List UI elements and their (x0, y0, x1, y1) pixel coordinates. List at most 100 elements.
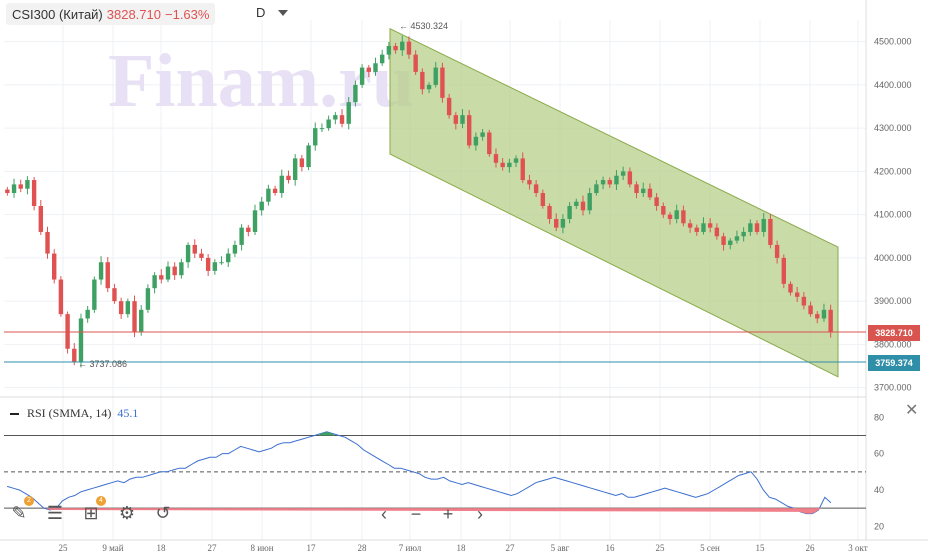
candle-body (487, 132, 492, 155)
interval-select[interactable]: D (256, 5, 266, 20)
x-tick-label: 7 июл (399, 543, 422, 553)
candle-body (674, 210, 679, 219)
chart-navigation: ‹ − + › (374, 502, 490, 526)
candle-body (359, 67, 365, 85)
y-tick-label: 4100.000 (874, 210, 912, 220)
candle-body (801, 296, 807, 306)
candle-body (500, 162, 505, 168)
y-tick-label: 3900.000 (874, 296, 912, 306)
zoom-out-icon[interactable]: − (410, 503, 422, 524)
candle-body (112, 288, 117, 302)
x-tick-label: 18 (157, 543, 167, 553)
candle-body (25, 180, 30, 189)
list-icon[interactable]: ☰ (46, 502, 64, 523)
candle-body (313, 128, 318, 146)
candle-body (460, 115, 465, 124)
rsi-value: 45.1 (117, 406, 139, 420)
candle-body (132, 301, 137, 332)
candle-body (821, 309, 827, 319)
candle-body (473, 136, 479, 146)
settings-icon[interactable]: ⚙ (118, 502, 136, 523)
candle-body (580, 201, 586, 211)
candle-body (560, 218, 566, 228)
candle-body (400, 41, 405, 51)
candle-body (794, 292, 800, 297)
close-icon[interactable]: ✕ (905, 402, 919, 419)
prev-icon[interactable]: ‹ (381, 503, 387, 524)
rsi-overbought-fill (318, 431, 335, 436)
candle-body (192, 244, 197, 254)
candle-body (246, 227, 251, 232)
candle-body (159, 275, 164, 280)
next-icon[interactable]: › (477, 503, 483, 524)
candle-body (11, 184, 17, 194)
rsi-oversold-fill (46, 508, 822, 514)
rsi-legend[interactable]: RSI (SMMA, 14) 45.1 (10, 406, 138, 421)
chart-legend[interactable]: CSI300 (Китай) 3828.710 −1.63% (6, 3, 216, 25)
candle-body (620, 171, 626, 176)
candle-body (366, 67, 371, 72)
candle-body (199, 253, 204, 258)
rsi-line (6, 431, 832, 515)
candle-body (406, 41, 412, 55)
y-tick-label: 4400.000 (874, 80, 912, 90)
candle-body (600, 180, 606, 185)
candle-body (654, 197, 659, 206)
candle-body (165, 266, 171, 280)
candle-body (426, 84, 432, 90)
candle-body (788, 283, 793, 293)
candle-body (513, 158, 519, 163)
undo-icon[interactable]: ↺ (155, 502, 171, 523)
chevron-down-icon[interactable] (278, 10, 288, 16)
x-tick-label: 27 (208, 543, 218, 553)
candle-body (118, 301, 124, 315)
candle-body (185, 244, 191, 263)
candle-body (574, 201, 579, 206)
pencil-icon[interactable]: ✎ 2 (8, 496, 34, 524)
candle-body (252, 210, 258, 232)
candle-body (219, 262, 224, 264)
symbol-name: CSI300 (Китай) (12, 6, 103, 22)
candle-body (393, 45, 398, 51)
trend-channel (389, 27, 839, 378)
candle-body (748, 223, 753, 232)
drawing-badge: 2 (24, 496, 34, 506)
candle-body (567, 206, 572, 219)
candle-body (641, 188, 646, 194)
candle-body (92, 279, 97, 310)
candle-body (105, 262, 110, 289)
x-tick-label: 18 (457, 543, 467, 553)
candle-body (554, 218, 559, 228)
candle-body (232, 244, 238, 254)
x-tick-label: 8 июн (250, 543, 273, 553)
candle-body (65, 314, 70, 349)
candle-body (533, 184, 539, 194)
candle-body (339, 115, 345, 124)
candle-body (45, 231, 50, 254)
x-tick-label: 5 авг (551, 543, 570, 553)
candle-body (594, 184, 599, 194)
candle-body (446, 97, 452, 116)
candle-body (614, 175, 619, 185)
level-price-label: 3759.374 (868, 355, 920, 371)
candle-body (433, 67, 438, 85)
candle-body (346, 102, 351, 124)
x-tick-label: 16 (606, 543, 616, 553)
candle-body (808, 305, 813, 315)
candle-body (379, 54, 385, 64)
y-tick-label: 4300.000 (874, 123, 912, 133)
add-icon[interactable]: ⊞ 4 (80, 496, 106, 524)
zoom-in-icon[interactable]: + (442, 503, 454, 524)
low-annotation: ← 3737.086 (78, 359, 127, 369)
candle-body (681, 210, 686, 224)
candle-body (828, 309, 833, 332)
candle-body (5, 189, 10, 194)
candle-body (527, 180, 532, 185)
candle-body (31, 180, 37, 206)
candle-body (761, 218, 766, 232)
candle-body (707, 223, 713, 228)
rsi-y-tick-label: 60 (874, 449, 884, 459)
candle-body (413, 54, 418, 72)
candle-body (125, 301, 131, 315)
